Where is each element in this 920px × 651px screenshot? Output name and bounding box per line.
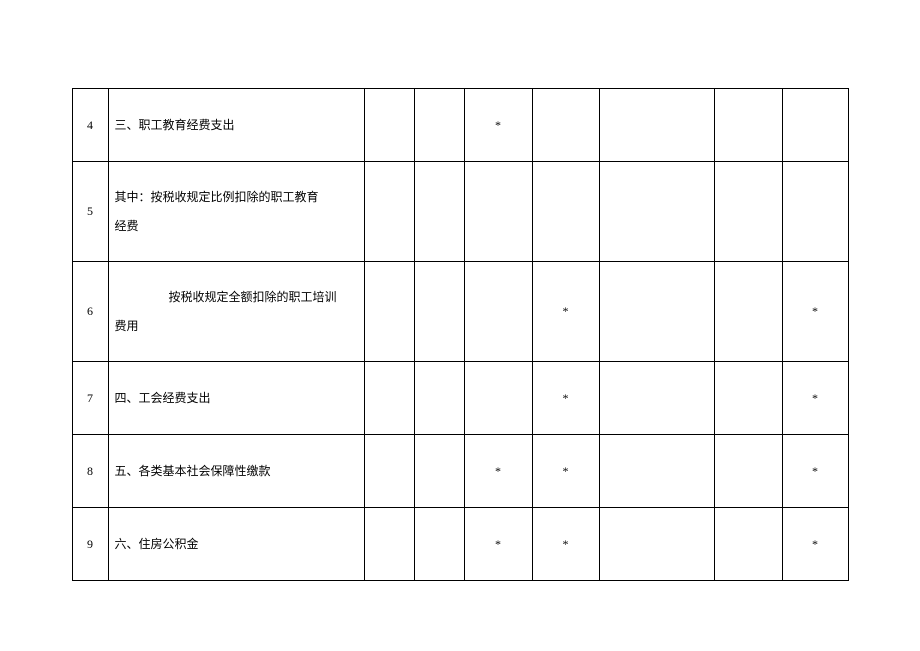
cell: *	[532, 508, 599, 581]
cell	[599, 262, 714, 362]
cell	[364, 262, 414, 362]
cell	[414, 162, 464, 262]
row-number: 6	[72, 262, 108, 362]
cell	[714, 262, 782, 362]
cell: *	[782, 262, 848, 362]
cell	[714, 89, 782, 162]
row-number: 5	[72, 162, 108, 262]
desc-line1: 按税收规定全额扣除的职工培训	[115, 283, 358, 312]
cell	[364, 435, 414, 508]
cell	[464, 262, 532, 362]
cell	[532, 89, 599, 162]
cell	[364, 162, 414, 262]
cell: *	[532, 435, 599, 508]
cell	[782, 89, 848, 162]
row-description: 其中：按税收规定比例扣除的职工教育 经费	[108, 162, 364, 262]
table-row: 8 五、各类基本社会保障性缴款 * * *	[72, 435, 848, 508]
cell	[414, 508, 464, 581]
cell	[364, 508, 414, 581]
row-description: 五、各类基本社会保障性缴款	[108, 435, 364, 508]
cell	[364, 89, 414, 162]
cell	[599, 362, 714, 435]
row-description: 六、住房公积金	[108, 508, 364, 581]
cell	[464, 362, 532, 435]
cell: *	[782, 508, 848, 581]
cell	[599, 162, 714, 262]
cell	[414, 362, 464, 435]
cell	[599, 435, 714, 508]
cell: *	[782, 435, 848, 508]
cell: *	[464, 435, 532, 508]
desc-line1: 其中：按税收规定比例扣除的职工教育	[115, 190, 319, 204]
cell	[714, 162, 782, 262]
table-row: 9 六、住房公积金 * * *	[72, 508, 848, 581]
cell	[364, 362, 414, 435]
row-number: 9	[72, 508, 108, 581]
row-description: 四、工会经费支出	[108, 362, 364, 435]
expense-table: 4 三、职工教育经费支出 * 5 其中：按税收规定比例扣除的职工教育 经费	[72, 88, 849, 581]
cell	[599, 89, 714, 162]
desc-line2: 经费	[115, 219, 139, 233]
cell: *	[464, 89, 532, 162]
cell: *	[782, 362, 848, 435]
table-row: 6 按税收规定全额扣除的职工培训 费用 * *	[72, 262, 848, 362]
cell	[532, 162, 599, 262]
table-container: 4 三、职工教育经费支出 * 5 其中：按税收规定比例扣除的职工教育 经费	[72, 88, 849, 581]
row-description: 三、职工教育经费支出	[108, 89, 364, 162]
row-description: 按税收规定全额扣除的职工培训 费用	[108, 262, 364, 362]
row-number: 8	[72, 435, 108, 508]
table-row: 7 四、工会经费支出 * *	[72, 362, 848, 435]
cell: *	[532, 262, 599, 362]
table-row: 5 其中：按税收规定比例扣除的职工教育 经费	[72, 162, 848, 262]
cell	[414, 435, 464, 508]
cell	[414, 89, 464, 162]
cell	[599, 508, 714, 581]
table-row: 4 三、职工教育经费支出 *	[72, 89, 848, 162]
cell	[782, 162, 848, 262]
cell	[714, 435, 782, 508]
cell: *	[464, 508, 532, 581]
cell	[464, 162, 532, 262]
cell	[714, 362, 782, 435]
row-number: 7	[72, 362, 108, 435]
cell: *	[532, 362, 599, 435]
desc-line2: 费用	[115, 319, 139, 333]
cell	[414, 262, 464, 362]
row-number: 4	[72, 89, 108, 162]
cell	[714, 508, 782, 581]
